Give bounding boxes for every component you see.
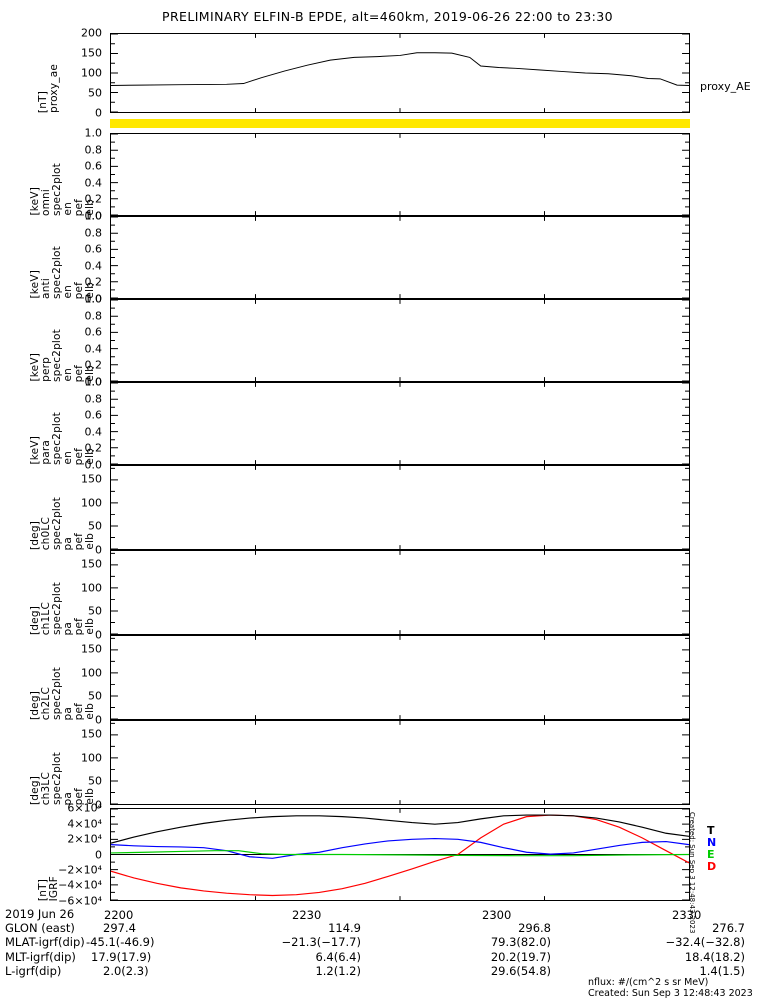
created-stamp-vertical: Created: Sun Sep 3 12:48:43 2023 — [688, 812, 696, 934]
igrf-trace-N — [111, 837, 689, 859]
xtick-2230: 2230 — [292, 908, 322, 922]
highlight-bar — [110, 119, 690, 128]
table-row-glon: GLON (east) 297.4 114.9 296.8 276.7 — [0, 921, 775, 935]
xtick-2300: 2300 — [482, 908, 512, 922]
yticks-pa-ch3lc: 150 100 50 0 — [81, 727, 102, 812]
yticks-pa-ch1lc: 150 100 50 0 — [81, 557, 102, 642]
igrf-legend-E: E — [707, 848, 715, 861]
igrf-trace-T — [111, 814, 689, 844]
page-title: PRELIMINARY ELFIN-B EPDE, alt=460km, 201… — [162, 9, 613, 24]
yticks-pa-ch2lc: 150 100 50 0 — [81, 642, 102, 727]
proxy-ae-trace — [111, 52, 689, 86]
table-row-l: L-igrf(dip) 2.0(2.3) 1.2(1.2) 29.6(54.8)… — [0, 964, 775, 978]
row-label: GLON (east) — [5, 921, 75, 936]
row-value: 17.9(17.9) — [91, 949, 152, 964]
table-row-mlat: MLAT-igrf(dip) -45.1(-46.9) −21.3(−17.7)… — [0, 935, 775, 949]
row-value: 1.4(1.5) — [699, 963, 745, 978]
table-row-mlt: MLT-igrf(dip) 17.9(17.9) 6.4(6.4) 20.2(1… — [0, 950, 775, 964]
igrf-trace-E — [111, 850, 689, 857]
row-label: L-igrf(dip) — [5, 963, 62, 978]
row-value: 1.2(1.2) — [315, 963, 361, 978]
panel-en-para — [110, 382, 690, 465]
row-label: MLT-igrf(dip) — [5, 949, 76, 964]
row-value: 296.8 — [518, 921, 551, 936]
row-value: 20.2(19.7) — [490, 949, 551, 964]
igrf-trace-D — [111, 814, 689, 897]
row-value: 79.3(82.0) — [490, 935, 551, 950]
yticks-en-anti: 1.0 0.8 0.6 0.4 0.2 0.0 — [84, 209, 103, 306]
panel-pa-ch2lc — [110, 635, 690, 720]
yticks-en-perp: 1.0 0.8 0.6 0.4 0.2 0.0 — [84, 292, 103, 389]
row-value: 6.4(6.4) — [315, 949, 361, 964]
created-note: Created: Sun Sep 3 12:48:43 2023 — [588, 988, 753, 999]
yticks-en-para: 1.0 0.8 0.6 0.4 0.2 0.0 — [84, 375, 103, 472]
row-value: 18.4(18.2) — [684, 949, 745, 964]
xtick-2330: 2330 — [672, 908, 702, 922]
row-value: -45.1(-46.9) — [86, 935, 155, 950]
yticks-proxy-ae: 200 150 100 50 0 — [81, 26, 102, 120]
panel-igrf — [110, 808, 690, 901]
igrf-legend-D: D — [707, 860, 717, 873]
row-value: 276.7 — [712, 921, 745, 936]
tick-marks — [111, 34, 689, 112]
xtick-2200: 2200 — [104, 908, 134, 922]
panel-proxy-ae — [110, 33, 690, 113]
row-value: 297.4 — [103, 921, 136, 936]
yticks-igrf: 6×10⁴ 4×10⁴ 2×10⁴ 0 −2×10⁴ −4×10⁴ −6×10⁴ — [58, 801, 102, 908]
right-label-proxy-ae: proxy_AE — [700, 80, 751, 93]
panel-pa-ch0lc — [110, 465, 690, 550]
row-value: 2.0(2.3) — [103, 963, 149, 978]
yticks-pa-ch0lc: 150 100 50 0 — [81, 472, 102, 557]
panel-en-anti — [110, 216, 690, 299]
row-value: 29.6(54.8) — [490, 963, 551, 978]
igrf-legend-T: T — [707, 824, 715, 837]
nflux-note: nflux: #/(cm^2 s sr MeV) — [588, 977, 709, 988]
row-label: MLAT-igrf(dip) — [5, 935, 85, 950]
panel-pa-ch1lc — [110, 550, 690, 635]
row-value: −32.4(−32.8) — [665, 935, 745, 950]
panel-en-perp — [110, 299, 690, 382]
row-value: −21.3(−17.7) — [281, 935, 361, 950]
ephemeris-table: 2019 Jun 26 GLON (east) 297.4 114.9 296.… — [0, 907, 775, 978]
table-row-date: 2019 Jun 26 — [0, 907, 775, 921]
yticks-en-omni: 1.0 0.8 0.6 0.4 0.2 0.0 — [84, 126, 103, 223]
igrf-legend-N: N — [707, 836, 717, 849]
row-value: 114.9 — [328, 921, 361, 936]
panel-pa-ch3lc — [110, 720, 690, 805]
date-label: 2019 Jun 26 — [5, 907, 75, 921]
panel-en-omni — [110, 133, 690, 216]
